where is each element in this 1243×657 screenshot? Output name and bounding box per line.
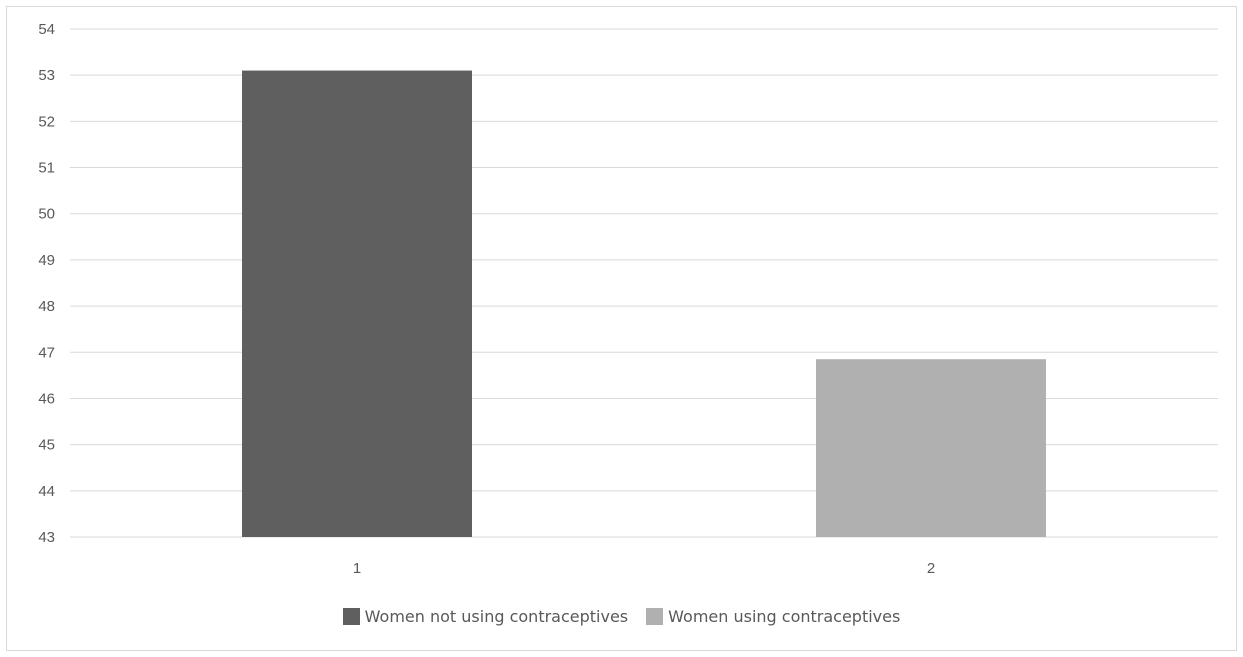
legend: Women not using contraceptives Women usi… — [0, 607, 1243, 626]
legend-item-using: Women using contraceptives — [646, 607, 900, 626]
y-axis-ticks: 43 44 45 46 47 48 49 50 51 52 53 54 — [38, 21, 55, 546]
y-tick-label: 47 — [38, 344, 55, 361]
bars — [242, 70, 1046, 538]
y-tick-label: 52 — [38, 113, 55, 130]
y-tick-label: 44 — [38, 483, 55, 500]
x-tick-label: 2 — [927, 560, 935, 577]
legend-item-not-using: Women not using contraceptives — [342, 607, 629, 626]
legend-swatch-using — [646, 608, 664, 625]
legend-label-using: Women using contraceptives — [668, 607, 901, 626]
y-tick-label: 43 — [38, 529, 55, 546]
bar — [816, 359, 1046, 537]
y-tick-label: 45 — [38, 437, 55, 454]
chart-area — [6, 6, 1237, 651]
legend-label-not-using: Women not using contraceptives — [364, 607, 629, 626]
y-tick-label: 46 — [38, 390, 55, 407]
y-tick-label: 51 — [38, 160, 55, 177]
y-tick-label: 54 — [38, 21, 55, 38]
y-tick-label: 49 — [38, 252, 55, 269]
y-tick-label: 53 — [38, 67, 55, 84]
y-tick-label: 48 — [38, 298, 55, 315]
y-tick-label: 50 — [38, 206, 55, 223]
x-tick-label: 1 — [353, 560, 361, 577]
bar — [242, 70, 472, 538]
legend-swatch-not-using — [342, 608, 360, 625]
